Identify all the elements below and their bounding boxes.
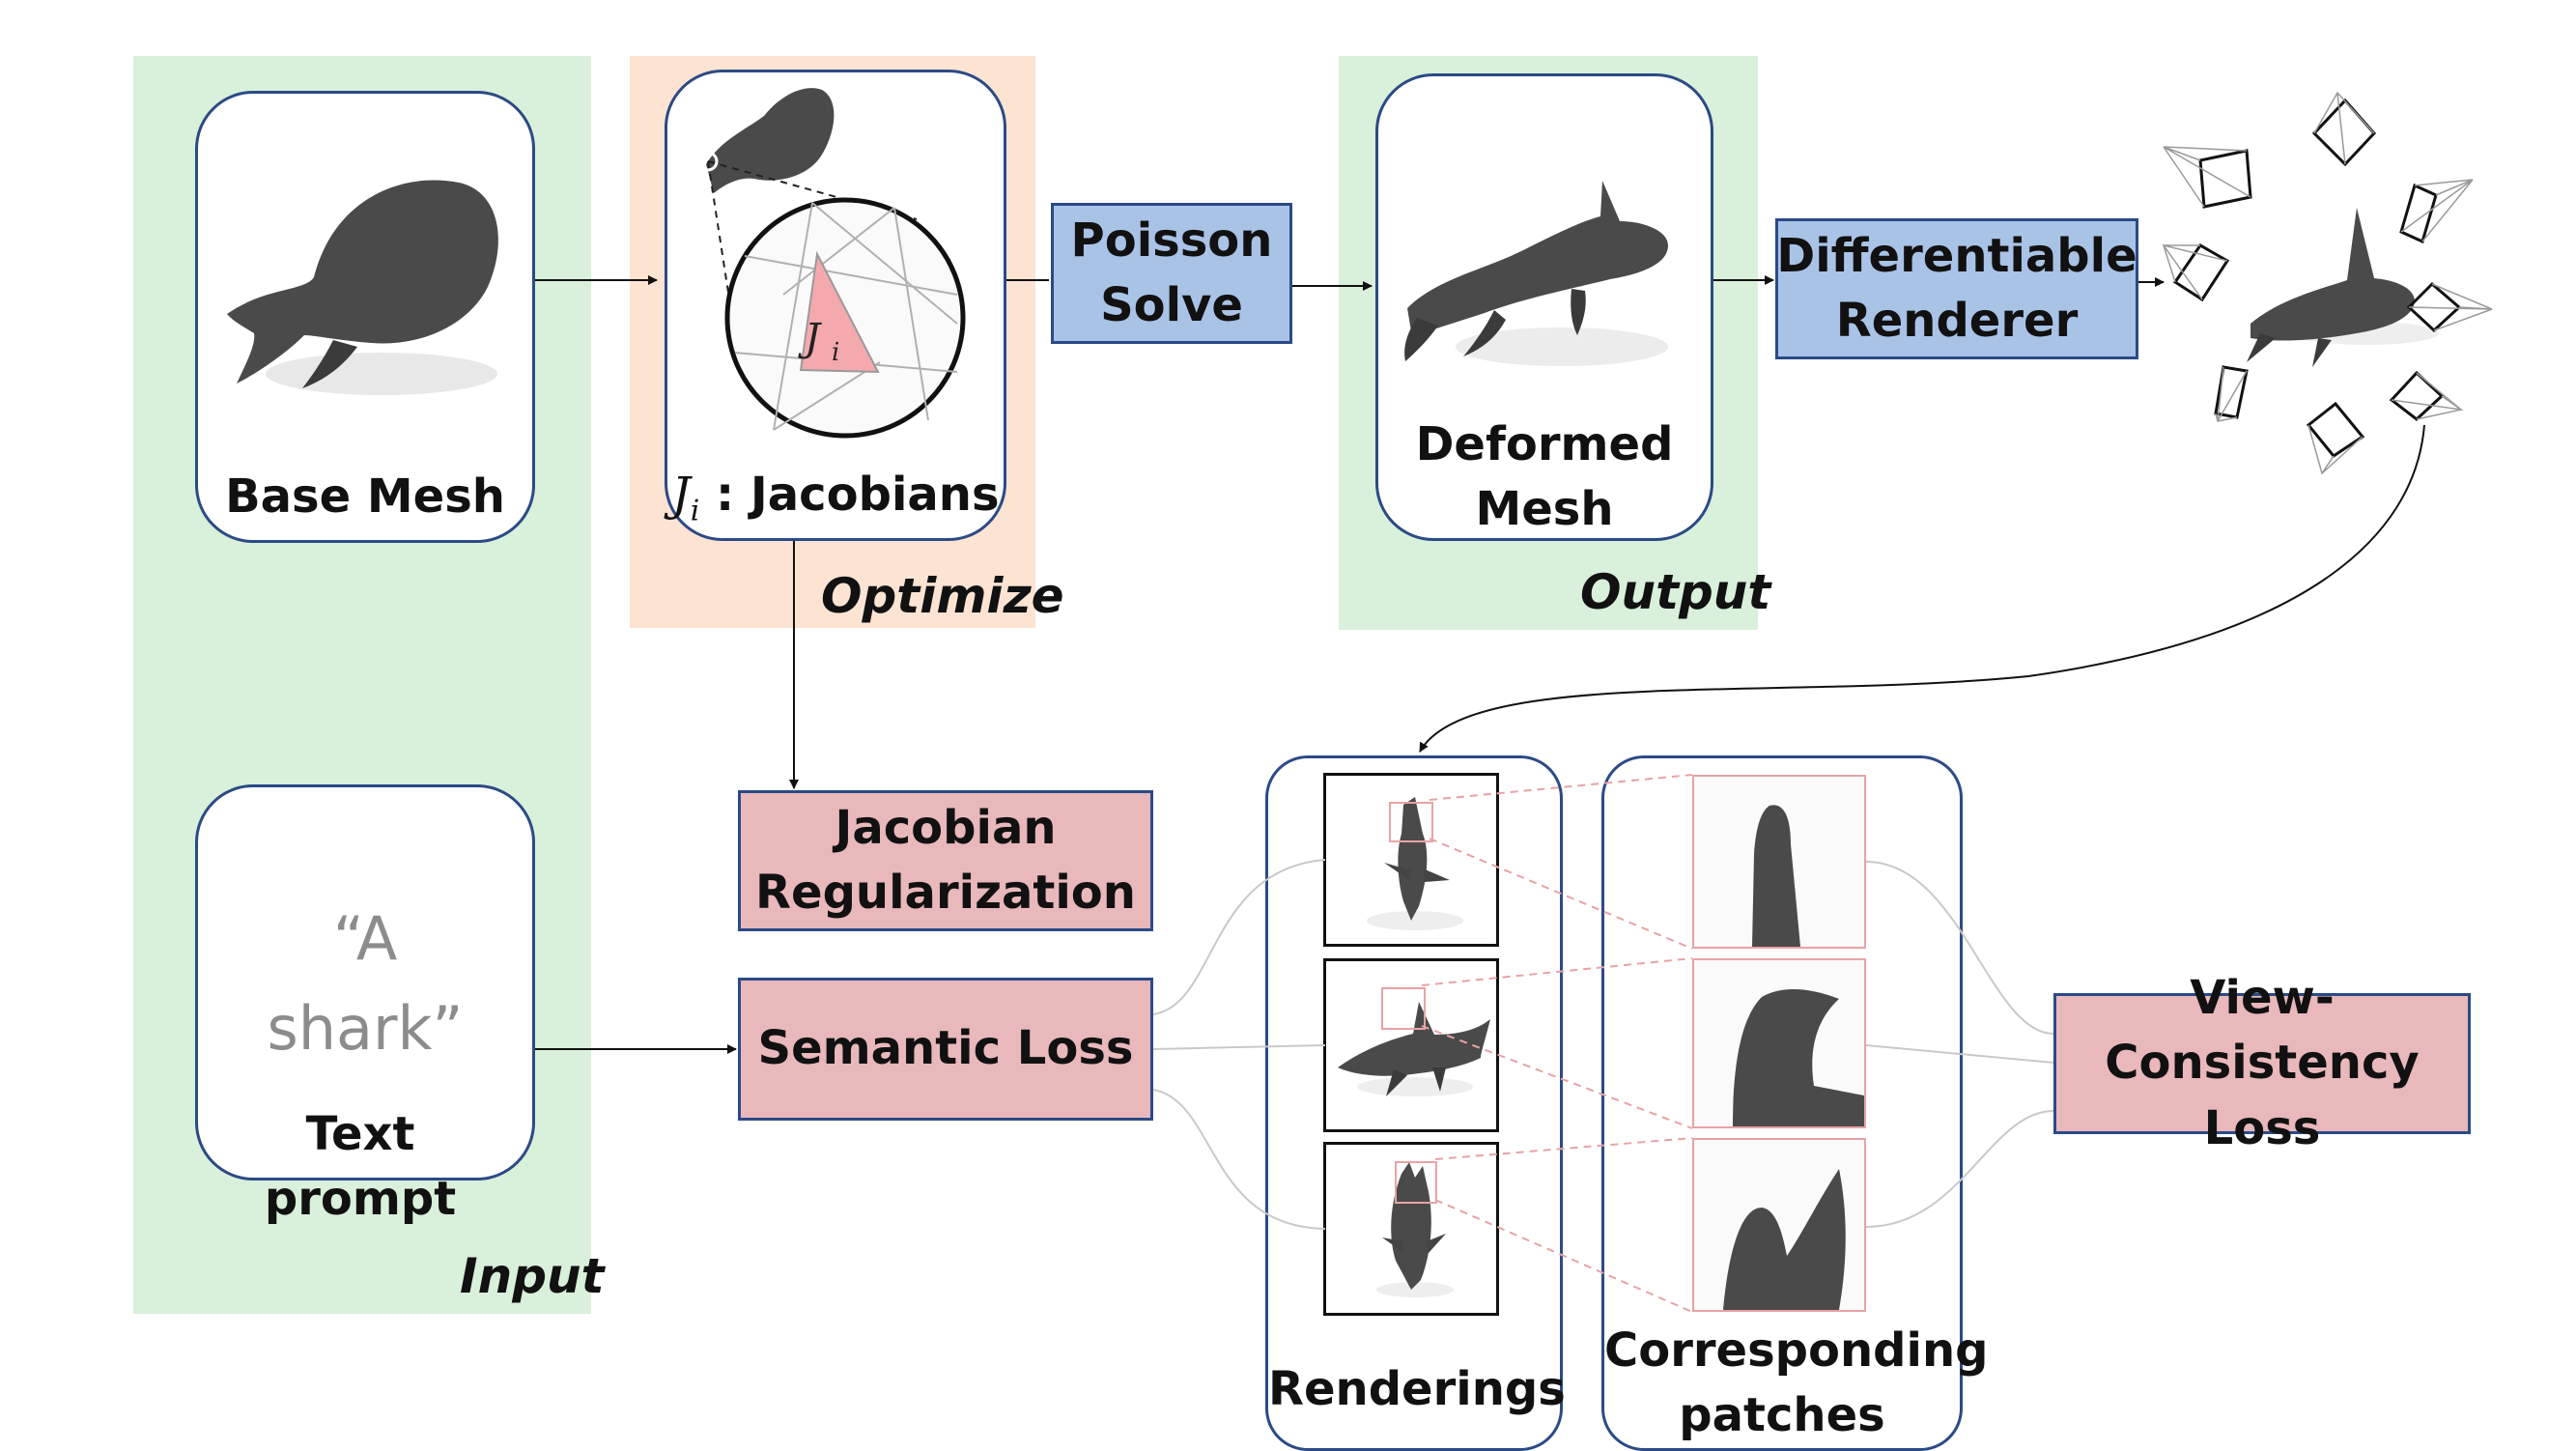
renderings-caption: Renderings [1268, 1362, 1566, 1416]
patch-1 [1692, 775, 1866, 949]
input-region-label: Input [460, 1248, 605, 1304]
patch-1-fin-icon [1694, 777, 1864, 947]
patch-2 [1692, 958, 1866, 1128]
jacobian-regularization-box: Jacobian Regularization [738, 790, 1153, 931]
jacobians-caption: Ji : Jacobians [667, 463, 1004, 532]
differentiable-renderer-box: Differentiable Renderer [1775, 218, 2138, 359]
patch-2-fin-icon [1694, 960, 1864, 1126]
text-prompt-quote: “A shark” [267, 903, 464, 1064]
jacobians-symbol: J [671, 468, 691, 522]
small-mesh-icon [706, 88, 835, 193]
view-consistency-loss-box: View- Consistency Loss [2053, 971, 2471, 1155]
text-prompt-caption: Text prompt [264, 1107, 457, 1227]
camera-icons [2172, 98, 2462, 459]
rendered-shark-icon [2247, 208, 2439, 367]
camera-frusta [2162, 91, 2493, 475]
base-mesh-card: Base Mesh [195, 91, 535, 543]
deformed-mesh-caption: Deformed Mesh [1415, 417, 1674, 537]
rendering-1-shark-icon [1367, 797, 1463, 930]
jacobian-triangle [799, 250, 880, 374]
rendering-frame-3 [1323, 1142, 1499, 1316]
base-mesh-icon [227, 180, 498, 395]
deformed-mesh-card: Deformed Mesh [1375, 73, 1713, 541]
jacobians-subscript: i [690, 494, 700, 528]
deformed-mesh-icon [1404, 181, 1668, 366]
optimize-region-label: Optimize [821, 568, 1064, 624]
corresponding-patches-caption: Corresponding patches [1604, 1323, 1989, 1443]
jacobians-card: J i Ji : Jacobians [665, 70, 1006, 541]
poisson-solve-box: Poisson Solve [1051, 203, 1292, 344]
jacobians-label: : Jacobians [699, 468, 1000, 522]
rendering-frame-2 [1323, 958, 1499, 1132]
output-region-label: Output [1580, 564, 1771, 620]
rendering-2-shark-icon [1338, 987, 1490, 1096]
rendering-3-shark-icon [1376, 1161, 1454, 1297]
patch-3 [1692, 1138, 1866, 1312]
vertex-highlight-icon [697, 151, 719, 172]
rendering-frame-1 [1323, 773, 1499, 947]
patch-3-fin-icon [1694, 1140, 1864, 1310]
semantic-loss-box: Semantic Loss [738, 978, 1153, 1121]
text-prompt-card: “A shark” Text prompt [195, 784, 535, 1226]
inset-subscript: i [832, 338, 839, 367]
jacobians-illustration: J i [697, 88, 966, 439]
base-mesh-caption: Base Mesh [225, 469, 505, 524]
